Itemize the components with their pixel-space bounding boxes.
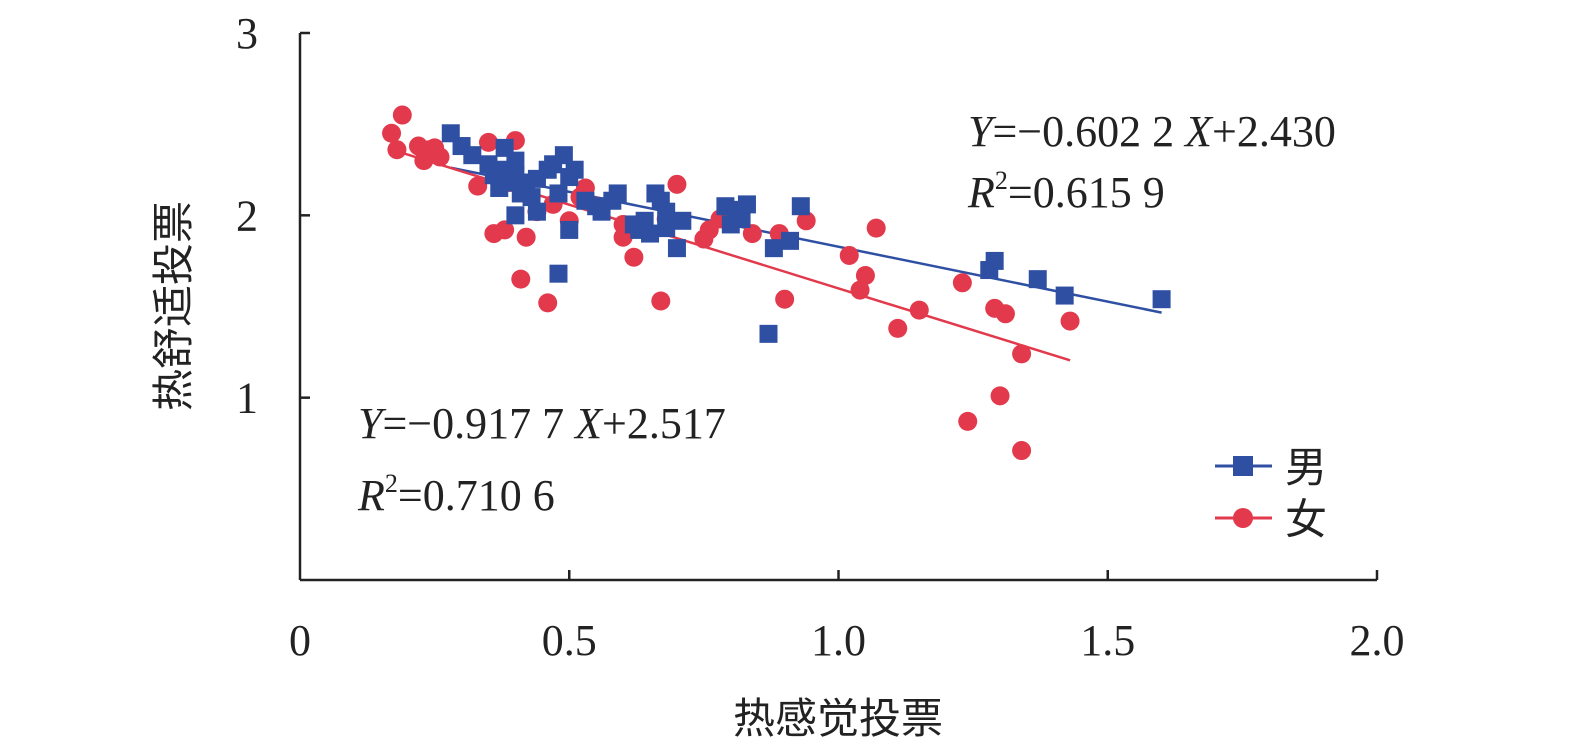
data-point-male xyxy=(565,160,584,179)
data-point-male xyxy=(737,195,756,214)
legend-label-female: 女 xyxy=(1285,495,1327,544)
svg-text:Y=−0.917 7 X+2.517: Y=−0.917 7 X+2.517 xyxy=(358,399,726,448)
data-point-male xyxy=(527,202,546,221)
data-point-female xyxy=(839,245,859,265)
data-point-male xyxy=(549,264,568,283)
data-point-female xyxy=(958,411,978,431)
x-tick-label: 0 xyxy=(289,616,311,665)
y-axis-title: 热舒适投票 xyxy=(149,201,198,411)
data-point-male xyxy=(764,239,783,258)
data-point-male xyxy=(522,188,541,207)
data-point-female xyxy=(952,273,972,293)
data-point-female xyxy=(775,289,795,309)
data-point-male xyxy=(506,206,525,225)
legend: 男 女 xyxy=(1215,443,1327,544)
svg-text:R2=0.615 9: R2=0.615 9 xyxy=(967,166,1165,217)
data-point-female xyxy=(855,266,875,286)
fit-line-male xyxy=(450,166,1162,314)
legend-marker-male xyxy=(1233,456,1253,476)
data-point-female xyxy=(538,293,558,313)
data-point-male xyxy=(673,211,692,230)
x-axis-title: 热感觉投票 xyxy=(733,694,943,743)
data-point-male xyxy=(791,197,810,216)
y-tick-label: 3 xyxy=(236,9,258,58)
data-point-male xyxy=(506,151,525,170)
data-point-male xyxy=(759,324,778,343)
data-point-male xyxy=(549,184,568,203)
data-point-female xyxy=(742,224,762,244)
data-point-female xyxy=(387,140,407,160)
data-point-male xyxy=(657,202,676,221)
data-point-female xyxy=(667,174,687,194)
data-point-female xyxy=(1012,344,1032,364)
data-point-male xyxy=(554,146,573,165)
data-point-female xyxy=(1012,441,1032,461)
annotation-female: Y=−0.917 7 X+2.517 R2=0.710 6 xyxy=(357,399,726,520)
data-point-female xyxy=(382,123,402,143)
data-point-female xyxy=(909,300,929,320)
data-point-female xyxy=(495,220,515,240)
data-point-male xyxy=(667,239,686,258)
data-point-male xyxy=(608,184,627,203)
svg-text:Y=−0.602 2 X+2.430: Y=−0.602 2 X+2.430 xyxy=(968,107,1336,156)
data-point-female xyxy=(478,132,498,152)
data-point-male xyxy=(1028,270,1047,289)
legend-marker-female xyxy=(1233,508,1253,528)
data-point-male xyxy=(732,209,751,228)
data-point-male xyxy=(1152,290,1171,309)
data-point-male xyxy=(463,146,482,165)
data-point-female xyxy=(796,211,816,231)
data-point-male xyxy=(560,220,579,239)
data-point-female xyxy=(995,304,1015,324)
data-point-male xyxy=(657,219,676,238)
data-point-female xyxy=(990,386,1010,406)
data-point-female xyxy=(624,247,644,267)
data-point-male xyxy=(781,231,800,250)
data-point-female xyxy=(651,291,671,311)
data-point-female xyxy=(1060,311,1080,331)
x-tick-label: 2.0 xyxy=(1350,616,1405,665)
y-tick-label: 1 xyxy=(236,374,258,423)
data-point-female xyxy=(866,218,886,238)
annotation-male: Y=−0.602 2 X+2.430 R2=0.615 9 xyxy=(967,107,1336,217)
data-point-female xyxy=(511,269,531,289)
data-point-female xyxy=(430,147,450,167)
data-point-female xyxy=(392,105,412,125)
x-tick-label: 1.0 xyxy=(811,616,866,665)
data-point-male xyxy=(641,224,660,243)
data-point-female xyxy=(888,318,908,338)
data-point-male xyxy=(985,251,1004,270)
x-tick-label: 0.5 xyxy=(542,616,597,665)
x-tick-label: 1.5 xyxy=(1080,616,1135,665)
data-point-male xyxy=(1055,286,1074,305)
data-point-female xyxy=(516,227,536,247)
y-tick-label: 2 xyxy=(236,191,258,240)
svg-text:R2=0.710 6: R2=0.710 6 xyxy=(357,469,555,520)
data-point-female xyxy=(850,280,870,300)
data-point-female xyxy=(468,176,488,196)
legend-label-male: 男 xyxy=(1285,443,1327,492)
